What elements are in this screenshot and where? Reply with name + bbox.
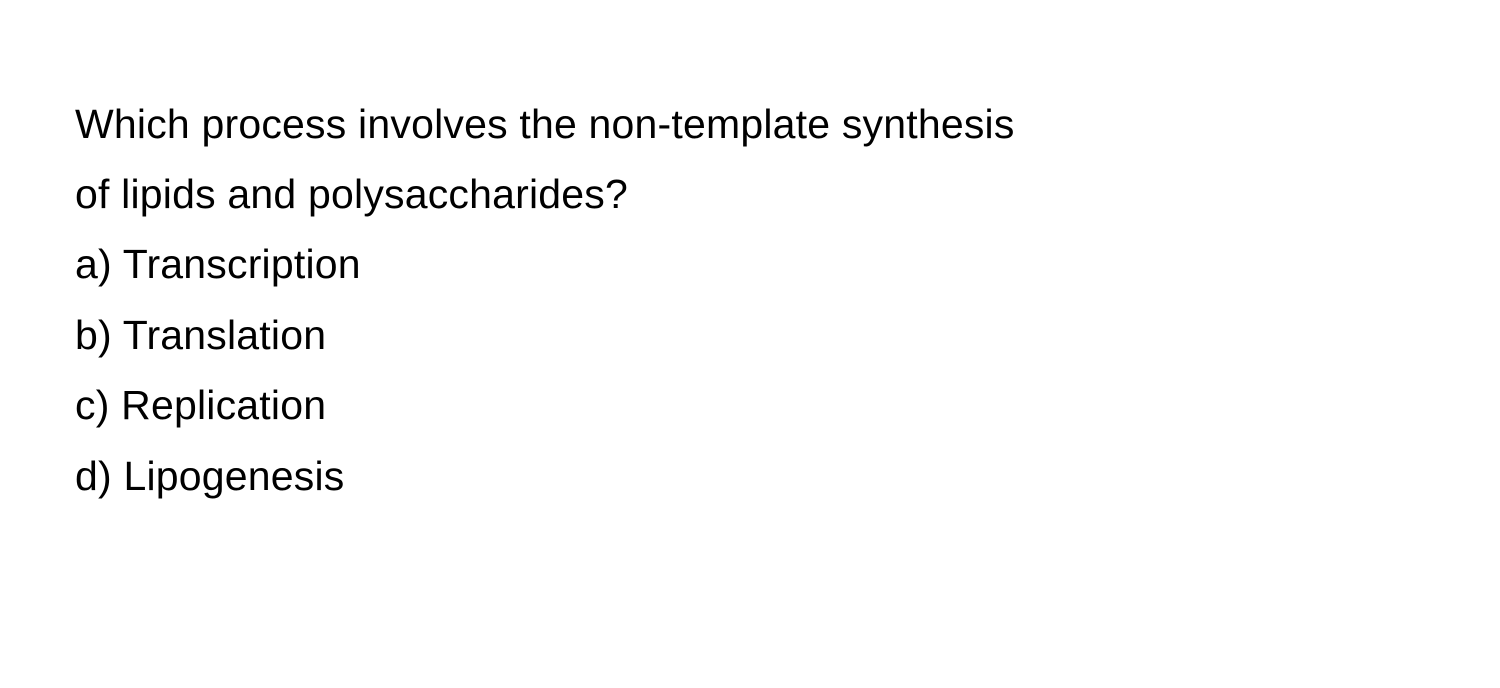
option-a-text: Transcription [123, 241, 361, 287]
option-d-letter: d) [75, 453, 112, 499]
question-text-line-2: of lipids and polysaccharides? [75, 160, 1425, 230]
option-a: a) Transcription [75, 229, 1425, 300]
question-block: Which process involves the non-template … [0, 0, 1500, 511]
option-c-text: Replication [121, 382, 326, 428]
option-c: c) Replication [75, 370, 1425, 441]
option-a-letter: a) [75, 241, 112, 287]
option-d: d) Lipogenesis [75, 441, 1425, 512]
option-b-letter: b) [75, 312, 112, 358]
option-c-letter: c) [75, 382, 110, 428]
question-text-line-1: Which process involves the non-template … [75, 90, 1425, 160]
option-b: b) Translation [75, 300, 1425, 371]
option-d-text: Lipogenesis [123, 453, 344, 499]
option-b-text: Translation [123, 312, 327, 358]
